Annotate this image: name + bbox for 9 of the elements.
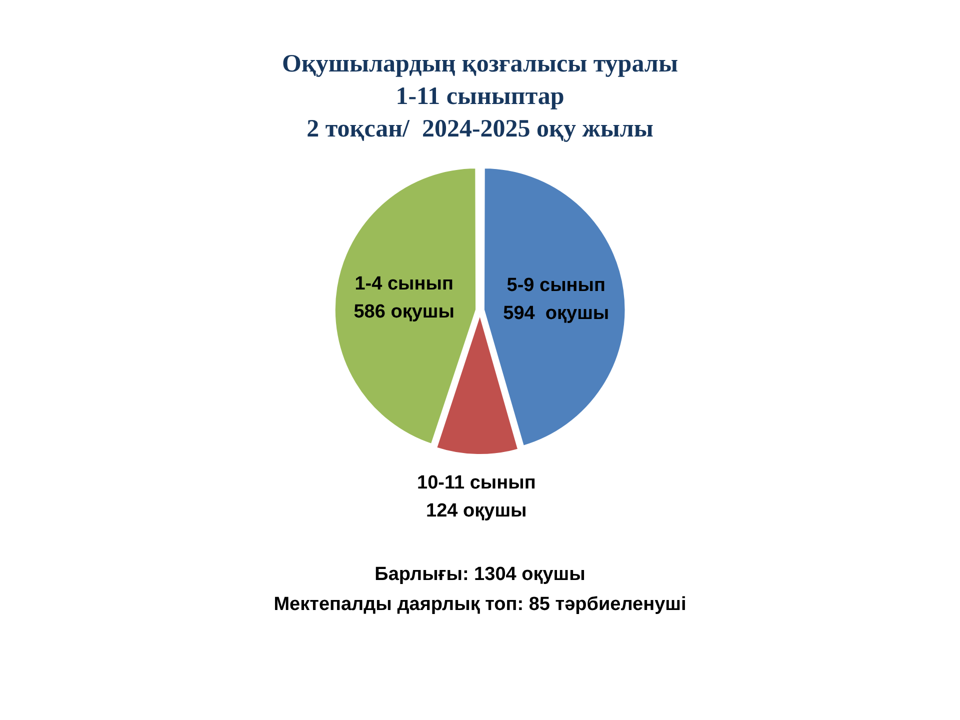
- data-label: 124 оқушы: [426, 500, 527, 522]
- text: Барлығы: 1304 оқушы: [374, 564, 586, 586]
- chart-title: Оқушылардың қозғалысы туралы 1-11 сыныптар 2 тоқсан/ 2024-2025 оқу жылы: [282, 50, 678, 143]
- slice-label: 5-9 сынып: [506, 274, 606, 296]
- slice-label: 10-11 сынып: [417, 472, 536, 494]
- data-label: 594 оқушы: [503, 302, 610, 324]
- text: Мектепалды даярлық топ: 85 тәрбиеленуші: [274, 594, 686, 616]
- slice-label: 1-4 сынып: [354, 273, 454, 294]
- data-label: 586 оқушы: [354, 301, 454, 322]
